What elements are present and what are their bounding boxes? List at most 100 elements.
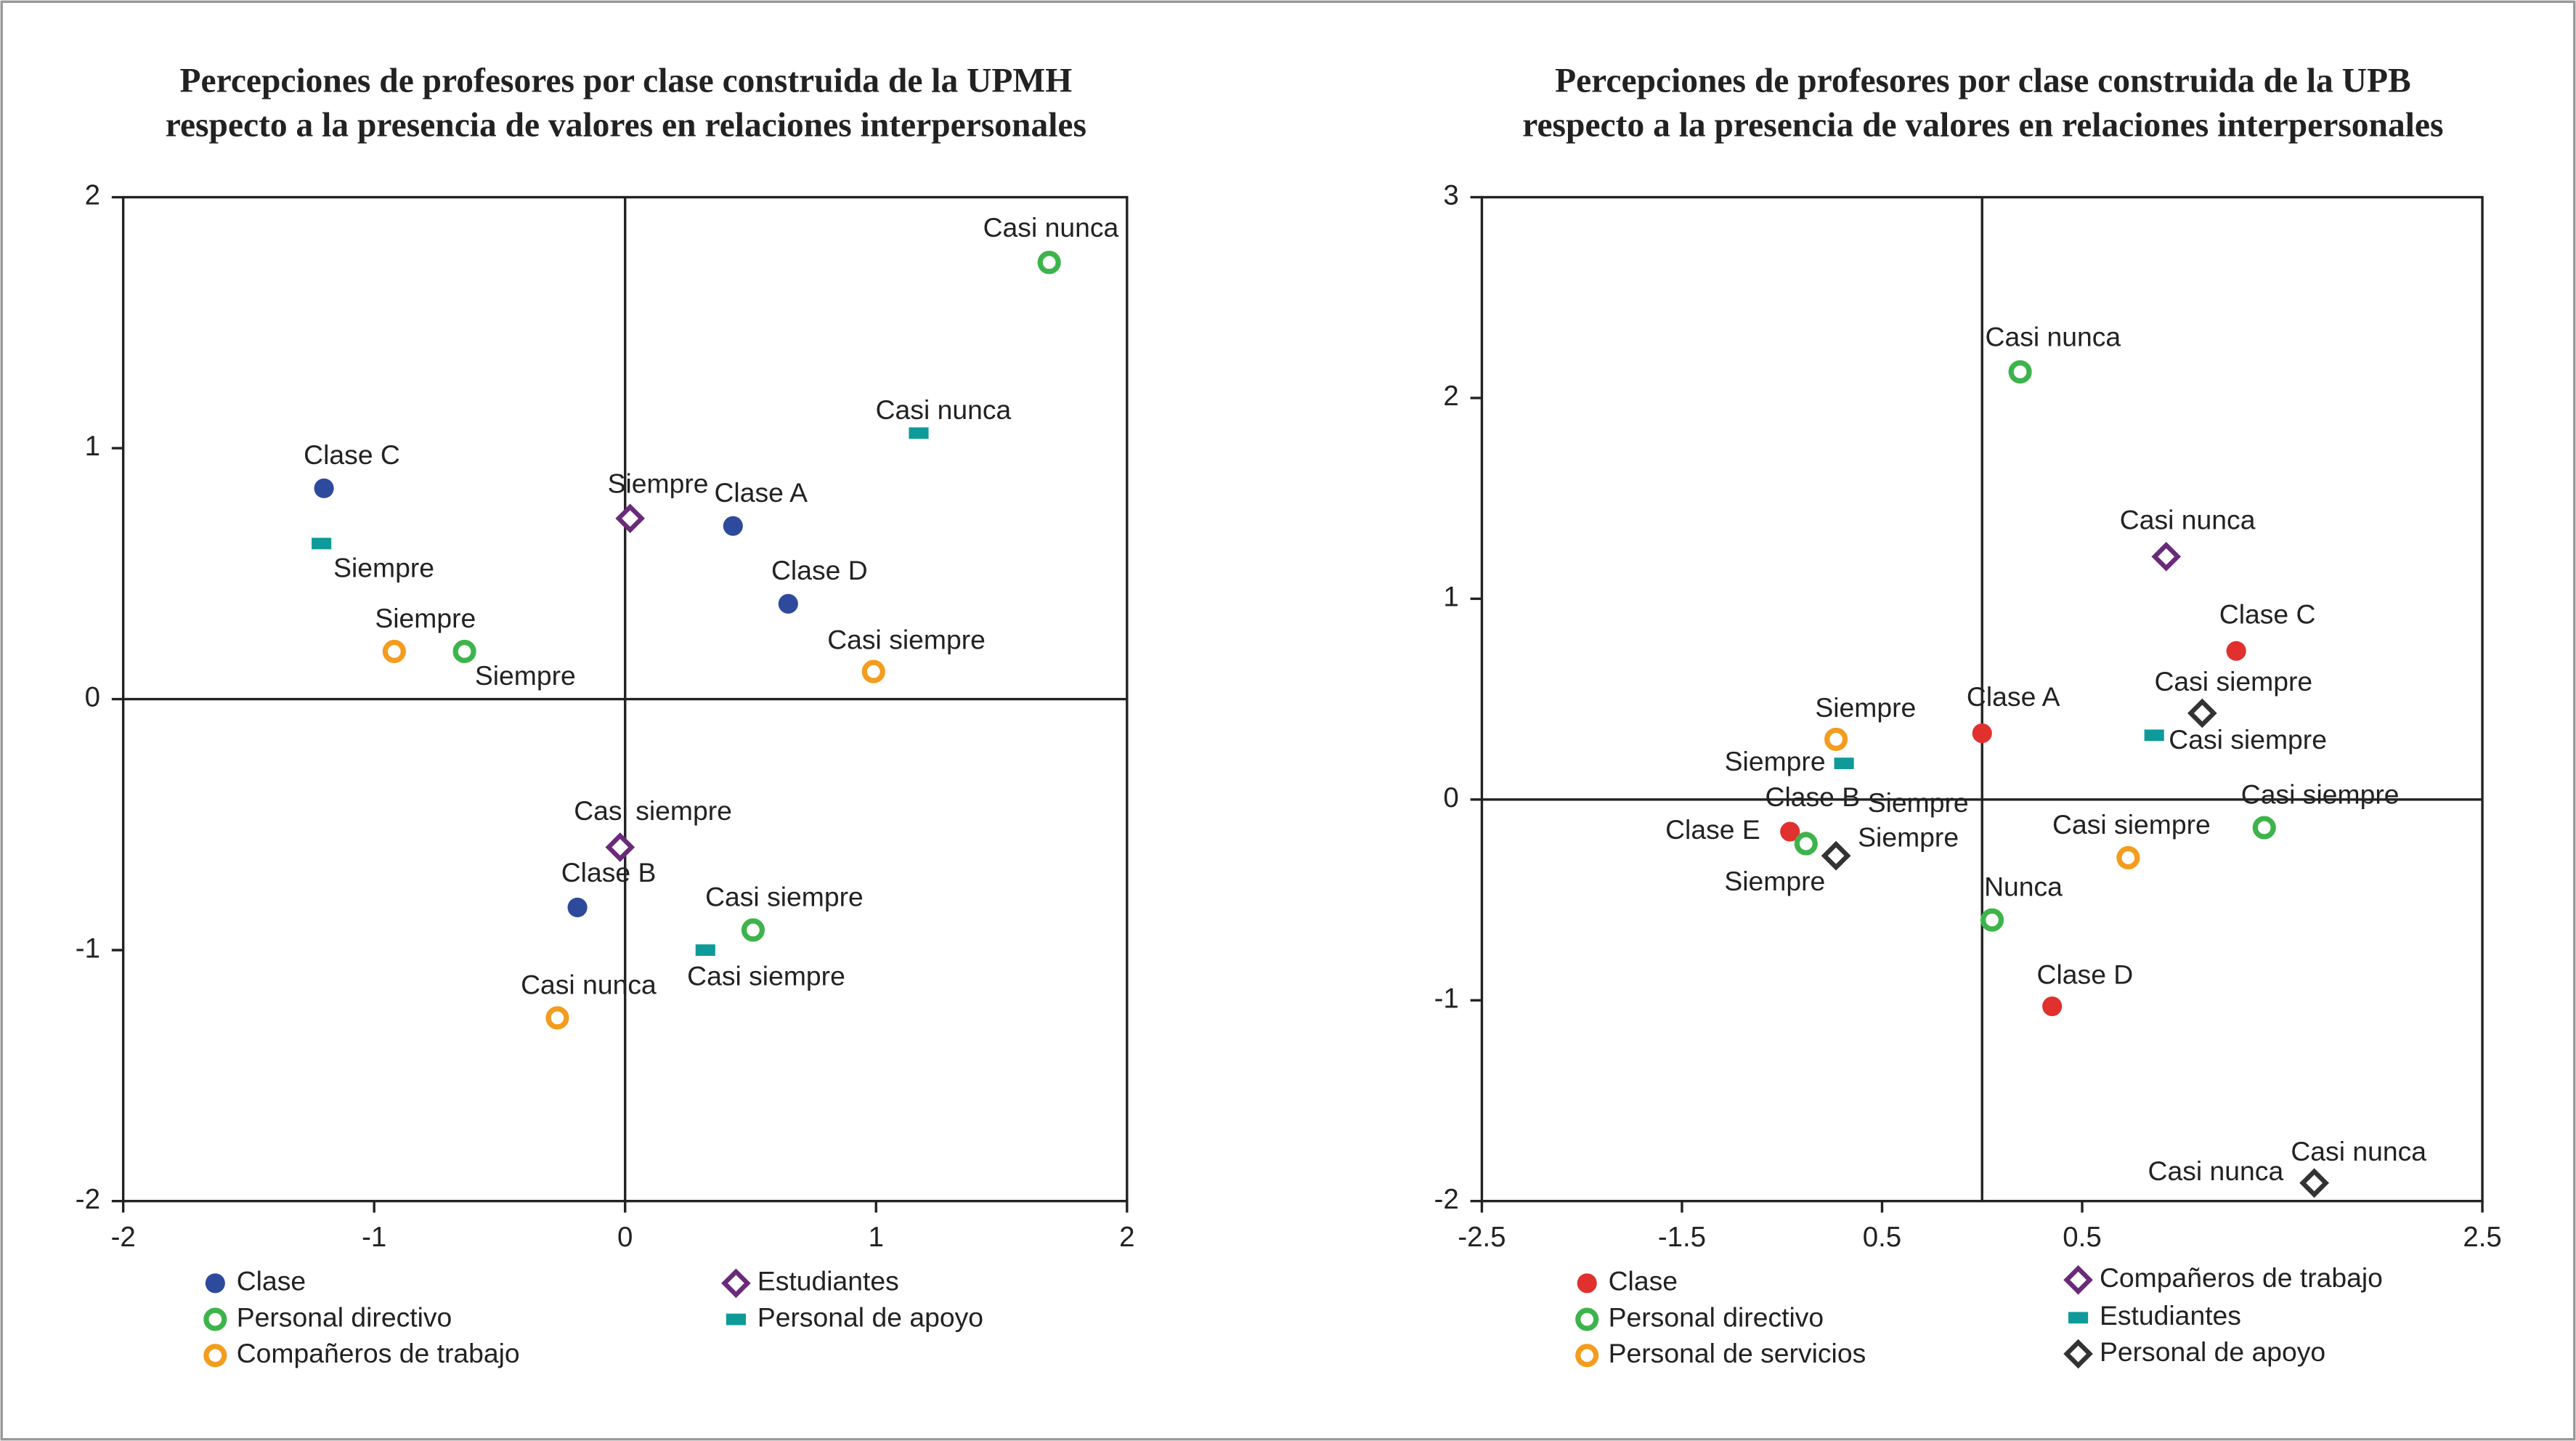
legend-label: Personal de servicios: [1609, 1338, 1866, 1368]
legend-marker: [203, 1344, 227, 1368]
y-tick-label: 2: [85, 180, 100, 211]
point: [1037, 251, 1061, 275]
point-label: Casi siempre: [574, 795, 732, 826]
x-tick-label: 2.5: [2463, 1222, 2501, 1253]
point: [2226, 641, 2246, 661]
point: [861, 659, 885, 683]
legend-marker: [203, 1307, 227, 1331]
point-label: Clase A: [714, 477, 808, 508]
point-label: Casi nunca: [2148, 1156, 2284, 1186]
legend-label: Personal de apoyo: [757, 1302, 983, 1332]
legend-marker: [1575, 1307, 1599, 1331]
point-label: Siempre: [333, 552, 434, 583]
point: [2116, 845, 2140, 870]
point-label: Clase D: [771, 555, 868, 585]
point-label: Casi siempre: [827, 625, 986, 655]
y-tick-label: 3: [1443, 180, 1458, 211]
x-tick-label: -1: [362, 1222, 386, 1253]
legend-marker: [2063, 1265, 2093, 1295]
legend-label: Personal directivo: [237, 1302, 452, 1332]
point: [314, 478, 334, 498]
point: [741, 918, 765, 942]
legend-marker: [1577, 1273, 1597, 1294]
legend-marker: [1575, 1344, 1599, 1368]
point-label: Nunca: [1984, 872, 2063, 902]
legend-marker: [721, 1268, 751, 1299]
point: [452, 639, 476, 664]
y-tick-label: -1: [76, 933, 100, 964]
point-label: Casi siempre: [2154, 666, 2312, 697]
chart-title: respecto a la presencia de valores en re…: [1522, 106, 2443, 144]
point-label: Siempre: [1724, 866, 1825, 896]
legend-label: Clase: [1609, 1266, 1678, 1296]
point-label: Casi nunca: [2291, 1136, 2426, 1166]
x-tick-label: -1.5: [1658, 1222, 1706, 1253]
legend-label: Personal de apoyo: [2100, 1336, 2325, 1367]
point-label: Siempre: [1815, 692, 1916, 723]
point: [1980, 908, 2004, 932]
chart-title: respecto a la presencia de valores en re…: [166, 106, 1086, 144]
legend-marker: [205, 1273, 225, 1294]
chart-title: Percepciones de profesores por clase con…: [1555, 62, 2411, 100]
point-label: Siempre: [375, 603, 476, 633]
x-tick-label: 0: [617, 1222, 633, 1253]
point: [2187, 698, 2217, 728]
point-label: Clase A: [1967, 681, 2060, 712]
point-label: Siempre: [475, 660, 576, 691]
point: [605, 832, 635, 862]
legend-label: Estudiantes: [757, 1266, 899, 1296]
point-label: Clase D: [2037, 959, 2134, 990]
y-tick-label: 1: [1443, 582, 1458, 613]
point-label: Casi siempre: [2241, 779, 2400, 809]
point-label: Siempre: [1868, 787, 1969, 818]
legend-label: Clase: [237, 1266, 306, 1296]
y-tick-label: 0: [1443, 782, 1458, 813]
point: [2008, 360, 2032, 384]
x-tick-label: 2: [1119, 1222, 1134, 1253]
point-label: Casi nunca: [2120, 505, 2256, 535]
point: [1821, 840, 1851, 871]
point-label: Siempre: [1858, 821, 1959, 852]
point: [1780, 821, 1800, 842]
point: [723, 516, 743, 536]
y-tick-label: -1: [1434, 983, 1459, 1014]
y-tick-label: 0: [85, 682, 100, 713]
point: [909, 427, 929, 439]
point: [1972, 723, 1992, 744]
point: [2252, 816, 2276, 840]
x-tick-label: 0.5: [1863, 1222, 1901, 1253]
legend-label: Personal directivo: [1609, 1302, 1824, 1332]
y-tick-label: 1: [85, 431, 100, 462]
point-label: Clase C: [2219, 599, 2316, 630]
chart-title: Percepciones de profesores por clase con…: [180, 62, 1073, 100]
point: [545, 1006, 569, 1030]
legend-label: Compañeros de trabajo: [2100, 1262, 2383, 1293]
legend-label: Compañeros de trabajo: [237, 1338, 520, 1368]
point-label: Clase E: [1665, 814, 1760, 845]
point-label: Casi nunca: [1986, 322, 2121, 352]
y-tick-label: -2: [1434, 1184, 1459, 1215]
point-label: Casi nunca: [983, 212, 1119, 243]
point: [615, 503, 645, 534]
point: [382, 639, 406, 664]
point: [1794, 832, 1818, 856]
point-label: Clase B: [561, 857, 657, 888]
point: [1834, 758, 1854, 769]
x-tick-label: -2: [111, 1222, 136, 1253]
x-tick-label: 0.5: [2063, 1222, 2101, 1253]
point: [778, 593, 798, 614]
point-label: Casi siempre: [2169, 724, 2327, 755]
point-label: Siempre: [1725, 746, 1826, 776]
point: [2042, 996, 2063, 1017]
point-label: Casi siempre: [687, 960, 845, 991]
point: [567, 897, 588, 917]
x-tick-label: 1: [869, 1222, 884, 1253]
y-tick-label: -2: [76, 1184, 100, 1215]
legend-marker: [2063, 1339, 2093, 1369]
point: [695, 944, 715, 957]
legend-marker: [2068, 1312, 2089, 1324]
point: [2144, 729, 2164, 742]
point-label: Casi siempre: [705, 881, 864, 912]
